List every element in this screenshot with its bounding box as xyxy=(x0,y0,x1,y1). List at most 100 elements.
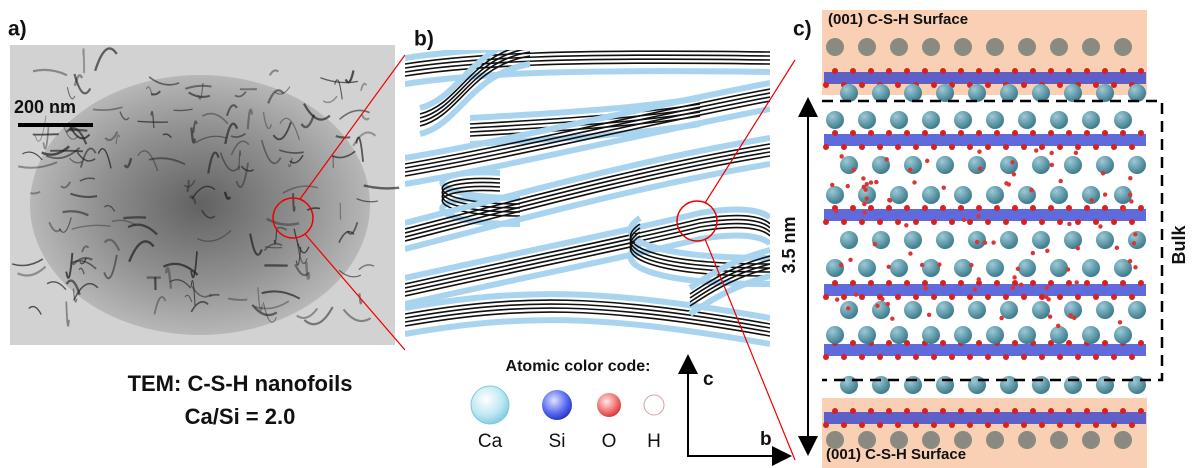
calcium xyxy=(1082,111,1100,129)
oxygen xyxy=(1039,219,1045,225)
calcium xyxy=(840,156,858,174)
oxygen xyxy=(1030,280,1036,286)
calcium xyxy=(1050,259,1068,277)
calcium xyxy=(1032,376,1050,394)
oxygen xyxy=(940,130,946,136)
calcium xyxy=(986,326,1004,344)
oxygen xyxy=(850,205,856,211)
oxygen xyxy=(967,354,973,360)
water xyxy=(846,306,850,310)
calcium xyxy=(840,84,858,102)
oxygen xyxy=(1084,408,1090,414)
oxygen xyxy=(841,422,847,428)
water xyxy=(874,180,878,184)
calcium xyxy=(936,231,954,249)
oxygen xyxy=(823,422,829,428)
calcium xyxy=(1096,156,1114,174)
calcium xyxy=(1050,431,1068,449)
oxygen xyxy=(877,144,883,150)
water xyxy=(1076,246,1080,250)
oxygen xyxy=(859,144,865,150)
oxygen xyxy=(922,130,928,136)
water xyxy=(977,277,981,281)
oxygen xyxy=(841,219,847,225)
oxygen xyxy=(823,144,829,150)
legend-label: O xyxy=(602,431,617,452)
oxygen xyxy=(850,280,856,286)
caption: TEM: C-S-H nanofoils xyxy=(128,371,353,396)
water xyxy=(942,185,946,189)
calcium xyxy=(922,38,940,56)
oxygen xyxy=(994,130,1000,136)
oxygen xyxy=(976,408,982,414)
water xyxy=(830,183,834,187)
oxygen xyxy=(1021,82,1027,88)
calcium xyxy=(986,186,1004,204)
oxygen xyxy=(1003,294,1009,300)
oxygen xyxy=(877,422,883,428)
calcium xyxy=(1000,231,1018,249)
calcium xyxy=(1018,38,1036,56)
water xyxy=(887,198,891,202)
oxygen xyxy=(904,130,910,136)
oxygen xyxy=(1093,219,1099,225)
oxygen xyxy=(1138,408,1144,414)
oxygen xyxy=(832,408,838,414)
oxygen xyxy=(931,354,937,360)
water xyxy=(908,168,912,172)
oxygen xyxy=(877,354,883,360)
calcium xyxy=(954,111,972,129)
calcium xyxy=(858,111,876,129)
calcium xyxy=(986,259,1004,277)
oxygen xyxy=(1003,422,1009,428)
calcium xyxy=(922,186,940,204)
calcium xyxy=(954,326,972,344)
oxygen xyxy=(1120,130,1126,136)
oxygen xyxy=(877,219,883,225)
water xyxy=(999,316,1003,320)
oxygen xyxy=(1048,68,1054,74)
water xyxy=(983,241,987,245)
oxygen xyxy=(1012,68,1018,74)
silicate-chain xyxy=(824,209,1146,221)
oxygen xyxy=(1012,130,1018,136)
oxygen xyxy=(904,280,910,286)
calcium xyxy=(890,38,908,56)
oxygen xyxy=(1039,354,1045,360)
calcium xyxy=(1082,326,1100,344)
oxygen xyxy=(859,82,865,88)
oxygen xyxy=(985,422,991,428)
axis-label: b xyxy=(760,429,772,450)
legend-title: Atomic color code: xyxy=(506,358,651,375)
oxygen xyxy=(985,144,991,150)
oxygen xyxy=(976,340,982,346)
water xyxy=(1004,181,1008,185)
water xyxy=(1012,172,1016,176)
oxygen xyxy=(1093,354,1099,360)
oxygen xyxy=(895,82,901,88)
oxygen xyxy=(841,144,847,150)
surface-label: (001) C-S-H Surface xyxy=(828,11,968,28)
oxygen xyxy=(1075,144,1081,150)
oxygen xyxy=(1048,408,1054,414)
oxygen xyxy=(1129,422,1135,428)
calcium xyxy=(1032,84,1050,102)
water xyxy=(1056,324,1060,328)
calcium xyxy=(1050,186,1068,204)
oxygen xyxy=(1039,144,1045,150)
oxygen xyxy=(850,68,856,74)
oxygen xyxy=(922,408,928,414)
water xyxy=(1067,222,1071,226)
calcium xyxy=(1096,84,1114,102)
oxygen xyxy=(886,130,892,136)
silicate-chain xyxy=(824,284,1146,296)
water xyxy=(920,263,924,267)
fiber xyxy=(50,151,83,152)
oxygen xyxy=(940,280,946,286)
oxygen xyxy=(1048,280,1054,286)
oxygen xyxy=(976,130,982,136)
calcium xyxy=(1082,431,1100,449)
calcium xyxy=(986,431,1004,449)
oxygen xyxy=(895,354,901,360)
oxygen xyxy=(1084,130,1090,136)
